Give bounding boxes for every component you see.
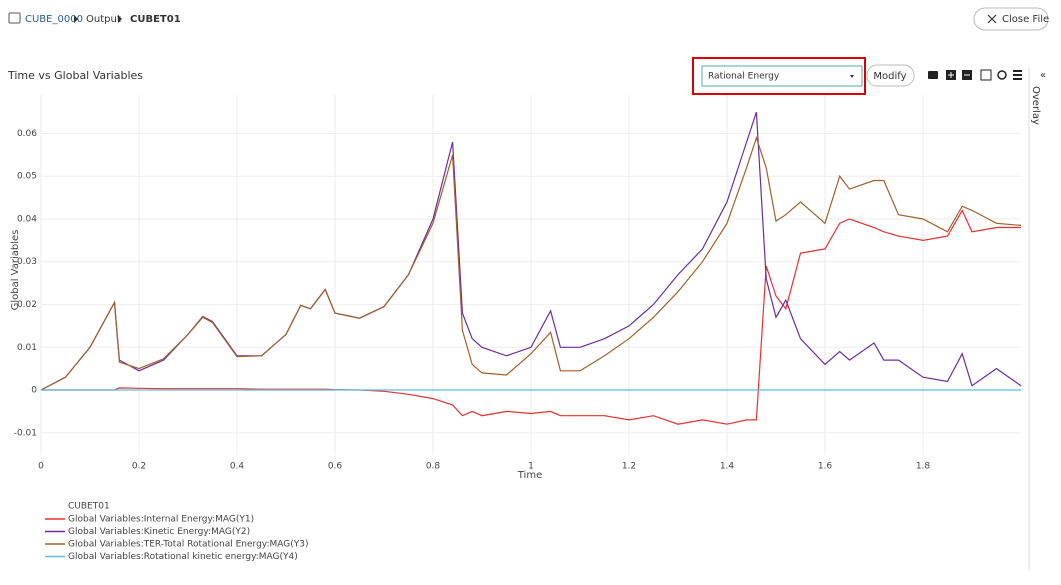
- x-tick-label: 1.4: [720, 462, 735, 472]
- series-line: [40, 111, 1022, 391]
- legend-label: Global Variables:TER-Total Rotational En…: [68, 540, 309, 550]
- x-tick-label: 1.2: [622, 462, 636, 472]
- legend-title: CUBET01: [68, 502, 110, 512]
- camera-icon[interactable]: [928, 71, 938, 79]
- x-tick-label: 1.6: [818, 462, 833, 472]
- x-tick-label: 0.2: [132, 462, 146, 472]
- overlay-tab[interactable]: Overlay: [1030, 86, 1041, 125]
- x-tick-label: 0.6: [328, 462, 343, 472]
- reset-icon[interactable]: [997, 70, 1007, 80]
- breadcrumb: CUBE_0000 Output CUBET01: [8, 12, 181, 25]
- y-axis-label: Global Variables: [10, 230, 21, 311]
- highlight-box: [692, 57, 866, 95]
- y-tick-label: 0.06: [17, 129, 37, 139]
- series-line: [40, 135, 1022, 391]
- y-tick-label: -0.01: [14, 428, 37, 438]
- legend-label: Global Variables:Kinetic Energy:MAG(Y2): [68, 527, 250, 537]
- dropdown[interactable]: Rational Energy: [701, 65, 863, 87]
- crumb[interactable]: CUBE_0000: [25, 14, 83, 25]
- list-icon[interactable]: [1013, 70, 1022, 80]
- x-tick-label: 0: [38, 462, 44, 472]
- close-file-button[interactable]: Close File: [973, 7, 1049, 31]
- legend-label: Global Variables:Internal Energy:MAG(Y1): [68, 515, 254, 525]
- toolbar-icons: [928, 69, 1022, 81]
- modify-button[interactable]: Modify: [866, 64, 915, 87]
- modify-label[interactable]: Modify: [873, 71, 906, 82]
- close-label[interactable]: Close File: [1002, 14, 1049, 25]
- home-icon[interactable]: [8, 12, 21, 24]
- y-tick-label: 0.01: [17, 343, 37, 353]
- y-tick-label: 0.03: [17, 257, 37, 267]
- crumb[interactable]: Output: [86, 14, 121, 25]
- crumb: CUBET01: [130, 14, 181, 25]
- y-tick-label: 0.04: [17, 214, 37, 224]
- y-tick-label: 0.02: [17, 300, 37, 310]
- dropdown-value[interactable]: Rational Energy: [708, 72, 780, 82]
- crumb-sep: [118, 15, 122, 23]
- overlay-chevron[interactable]: «: [1040, 70, 1046, 81]
- x-tick-label: 1: [528, 462, 534, 472]
- save-icon[interactable]: [980, 69, 992, 81]
- x-tick-label: 1.8: [916, 462, 931, 472]
- legend-label: Global Variables:Rotational kinetic ener…: [68, 552, 298, 562]
- crumb-sep: [74, 15, 78, 23]
- chart-title: Time vs Global Variables: [7, 69, 143, 82]
- series-line: [41, 209, 1021, 425]
- x-axis-label: Time: [517, 470, 542, 481]
- x-tick-label: 0.8: [426, 462, 441, 472]
- x-tick-label: 0.4: [230, 462, 245, 472]
- y-tick-label: 0: [31, 386, 37, 396]
- y-tick-label: 0.05: [17, 172, 37, 182]
